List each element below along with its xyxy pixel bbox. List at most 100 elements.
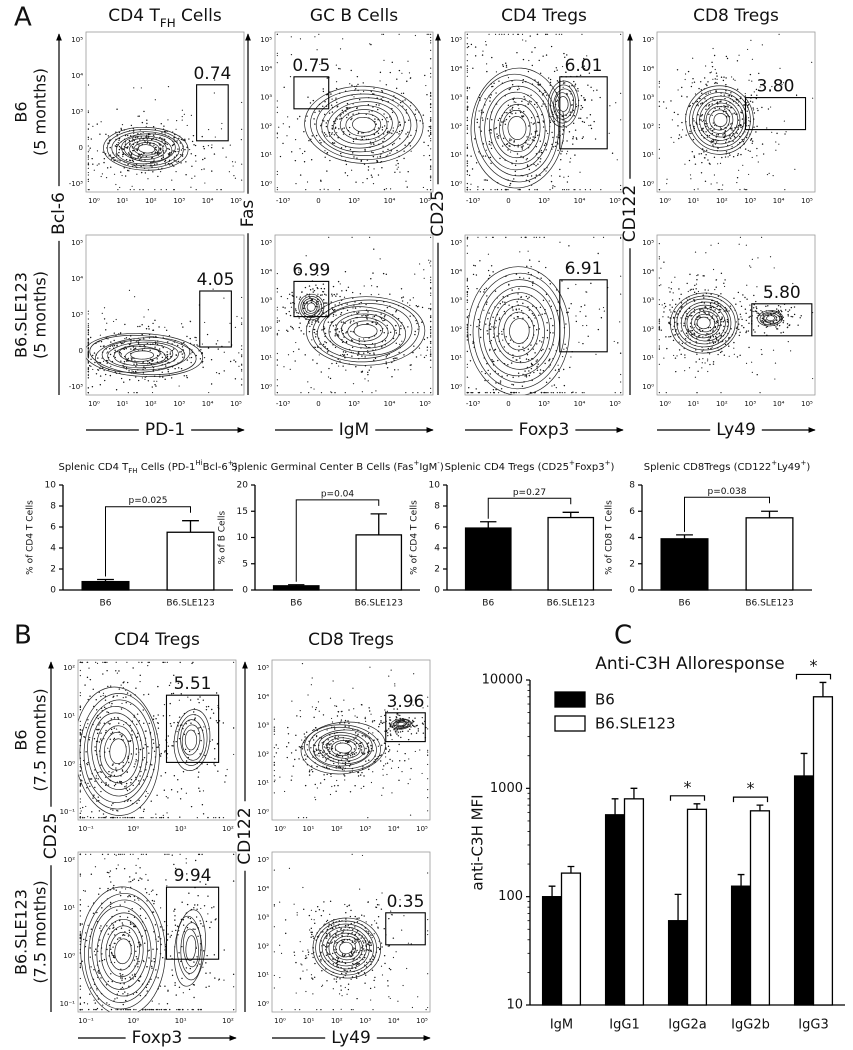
event-dot bbox=[481, 130, 482, 131]
event-dot bbox=[550, 318, 551, 319]
event-dot bbox=[684, 354, 685, 355]
event-dot bbox=[510, 183, 511, 184]
event-dot bbox=[507, 149, 508, 150]
event-dot bbox=[557, 80, 558, 81]
event-dot bbox=[295, 160, 296, 161]
event-dot bbox=[277, 309, 278, 310]
event-dot bbox=[309, 326, 310, 327]
event-dot bbox=[397, 105, 398, 106]
event-dot bbox=[731, 128, 732, 129]
event-dot bbox=[356, 108, 357, 109]
event-dot bbox=[477, 122, 478, 123]
event-dot bbox=[169, 685, 170, 686]
event-dot bbox=[768, 108, 769, 109]
event-dot bbox=[303, 333, 304, 334]
event-dot bbox=[93, 795, 94, 796]
x-tick-label: 10² bbox=[145, 400, 157, 408]
event-dot bbox=[241, 345, 242, 346]
event-dot bbox=[221, 128, 222, 129]
event-dot bbox=[94, 746, 95, 747]
event-dot bbox=[80, 692, 81, 693]
event-dot bbox=[721, 273, 722, 274]
event-dot bbox=[476, 326, 477, 327]
event-dot bbox=[149, 350, 150, 351]
event-dot bbox=[668, 287, 669, 288]
event-dot bbox=[552, 185, 553, 186]
event-dot bbox=[737, 356, 738, 357]
event-dot bbox=[159, 137, 160, 138]
event-dot bbox=[351, 237, 352, 238]
event-dot bbox=[705, 131, 706, 132]
event-dot bbox=[126, 147, 127, 148]
event-dot bbox=[387, 154, 388, 155]
event-dot bbox=[393, 358, 394, 359]
event-dot bbox=[558, 365, 559, 366]
event-dot bbox=[509, 185, 510, 186]
y-tick-label: -10³ bbox=[69, 383, 83, 391]
y-tick-label: 10⁵ bbox=[450, 36, 462, 44]
event-dot bbox=[491, 57, 492, 58]
event-dot bbox=[92, 369, 93, 370]
event-dot bbox=[191, 115, 192, 116]
x-tick-label: 10¹ bbox=[175, 825, 187, 833]
event-dot bbox=[116, 662, 117, 663]
event-dot bbox=[692, 58, 693, 59]
event-dot bbox=[467, 117, 468, 118]
x-tick-label: 10¹ bbox=[117, 400, 129, 408]
event-dot bbox=[467, 183, 468, 184]
event-dot bbox=[711, 140, 712, 141]
event-dot bbox=[520, 112, 521, 113]
event-dot bbox=[152, 386, 153, 387]
event-dot bbox=[235, 327, 236, 328]
event-dot bbox=[677, 125, 678, 126]
event-dot bbox=[207, 817, 208, 818]
event-dot bbox=[430, 165, 431, 166]
event-dot bbox=[566, 153, 567, 154]
event-dot bbox=[430, 140, 431, 141]
event-dot bbox=[107, 351, 108, 352]
event-dot bbox=[538, 261, 539, 262]
event-dot bbox=[126, 662, 127, 663]
event-dot bbox=[528, 272, 529, 273]
event-dot bbox=[669, 304, 670, 305]
event-dot bbox=[154, 346, 155, 347]
event-dot bbox=[737, 155, 738, 156]
event-dot bbox=[531, 122, 532, 123]
event-dot bbox=[410, 364, 411, 365]
event-dot bbox=[403, 296, 404, 297]
event-dot bbox=[402, 105, 403, 106]
event-dot bbox=[339, 189, 340, 190]
event-dot bbox=[211, 147, 212, 148]
event-dot bbox=[785, 309, 786, 310]
event-dot bbox=[93, 817, 94, 818]
event-dot bbox=[137, 392, 138, 393]
event-dot bbox=[130, 189, 131, 190]
event-dot bbox=[154, 320, 155, 321]
event-dot bbox=[659, 101, 660, 102]
event-dot bbox=[217, 340, 218, 341]
event-dot bbox=[92, 386, 93, 387]
event-dot bbox=[144, 757, 145, 758]
event-dot bbox=[516, 359, 517, 360]
event-dot bbox=[241, 369, 242, 370]
event-dot bbox=[714, 108, 715, 109]
event-dot bbox=[660, 284, 661, 285]
event-dot bbox=[525, 40, 526, 41]
event-dot bbox=[208, 145, 209, 146]
event-dot bbox=[430, 335, 431, 336]
event-dot bbox=[398, 133, 399, 134]
event-dot bbox=[695, 377, 696, 378]
event-dot bbox=[226, 157, 227, 158]
event-dot bbox=[429, 135, 430, 136]
event-dot bbox=[470, 392, 471, 393]
event-dot bbox=[704, 98, 705, 99]
event-dot bbox=[553, 392, 554, 393]
event-dot bbox=[156, 795, 157, 796]
event-dot bbox=[110, 147, 111, 148]
event-dot bbox=[335, 333, 336, 334]
event-dot bbox=[710, 307, 711, 308]
event-dot bbox=[160, 171, 161, 172]
event-dot bbox=[88, 181, 89, 182]
event-dot bbox=[712, 315, 713, 316]
event-dot bbox=[430, 95, 431, 96]
